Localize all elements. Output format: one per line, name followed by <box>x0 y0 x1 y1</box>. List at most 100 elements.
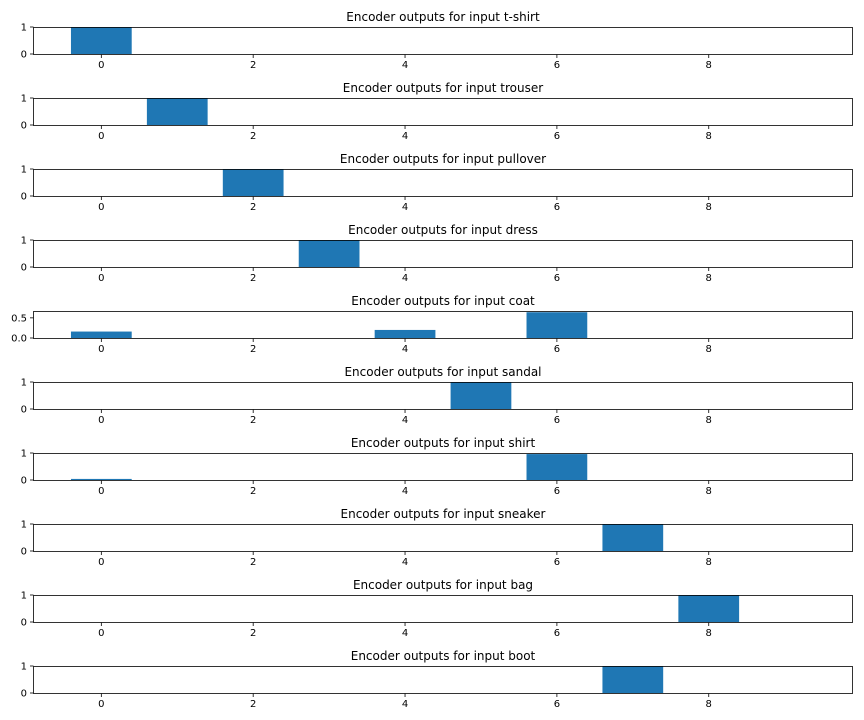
bar <box>374 329 436 338</box>
x-tick-label: 4 <box>402 415 408 426</box>
x-tick-label: 6 <box>554 131 560 142</box>
y-tick-label: 0 <box>21 50 27 61</box>
x-tick-label: 4 <box>402 344 408 355</box>
x-tick-label: 8 <box>706 557 712 568</box>
subplot-title: Encoder outputs for input t-shirt <box>346 10 540 24</box>
x-tick-label: 8 <box>706 486 712 497</box>
x-tick-label: 8 <box>706 60 712 71</box>
x-tick-label: 6 <box>554 699 560 710</box>
bar <box>146 98 208 125</box>
y-tick-label: 1 <box>21 94 27 105</box>
subplot-title: Encoder outputs for input coat <box>351 294 535 308</box>
x-tick-label: 6 <box>554 344 560 355</box>
subplot-3: Encoder outputs for input dress 0 2 4 6 8 0 1 <box>21 223 853 284</box>
x-tick-label: 6 <box>554 273 560 284</box>
axes-frame <box>33 98 853 126</box>
x-tick-label: 8 <box>706 131 712 142</box>
y-tick-label: 0 <box>21 192 27 203</box>
x-tick-label: 2 <box>250 344 256 355</box>
x-tick-label: 0 <box>98 486 104 497</box>
x-tick-label: 8 <box>706 628 712 639</box>
bar <box>298 240 360 267</box>
x-tick-label: 6 <box>554 557 560 568</box>
bar <box>70 331 132 338</box>
axes-frame <box>33 666 853 694</box>
bar <box>526 454 588 480</box>
subplot-title: Encoder outputs for input shirt <box>351 436 536 450</box>
x-tick-label: 6 <box>554 486 560 497</box>
bar <box>678 595 740 622</box>
x-tick-label: 4 <box>402 486 408 497</box>
x-tick-label: 0 <box>98 699 104 710</box>
subplot-title: Encoder outputs for input sneaker <box>341 507 546 521</box>
axes-frame <box>33 27 853 55</box>
bar <box>602 524 664 551</box>
y-tick-label: 1 <box>21 449 27 460</box>
subplot-6: Encoder outputs for input shirt 0 2 4 6 8 0 1 <box>21 436 853 497</box>
subplot-9: Encoder outputs for input boot 0 2 4 6 8 0 1 <box>21 649 853 710</box>
y-tick-label: 0 <box>21 689 27 700</box>
y-tick-label: 0 <box>21 618 27 629</box>
bar <box>70 27 132 54</box>
x-tick-label: 6 <box>554 60 560 71</box>
axes-frame <box>33 453 853 481</box>
x-tick-label: 0 <box>98 415 104 426</box>
x-tick-label: 2 <box>250 273 256 284</box>
subplot-2: Encoder outputs for input pullover 0 2 4 6 8 0… <box>21 152 853 213</box>
x-tick-label: 2 <box>250 60 256 71</box>
subplot-title: Encoder outputs for input boot <box>351 649 536 663</box>
y-tick-label: 1 <box>21 662 27 673</box>
x-tick-label: 0 <box>98 60 104 71</box>
subplot-title: Encoder outputs for input pullover <box>340 152 546 166</box>
y-tick-label: 0.5 <box>11 313 27 324</box>
x-tick-label: 6 <box>554 415 560 426</box>
x-tick-label: 0 <box>98 131 104 142</box>
y-tick-label: 1 <box>21 236 27 247</box>
y-tick-label: 1 <box>21 165 27 176</box>
axes-frame <box>33 595 853 623</box>
x-tick-label: 6 <box>554 202 560 213</box>
y-tick-label: 1 <box>21 378 27 389</box>
bar <box>602 666 664 693</box>
subplot-5: Encoder outputs for input sandal 0 2 4 6 8 0 1 <box>21 365 853 426</box>
y-tick-label: 0 <box>21 476 27 487</box>
x-tick-label: 6 <box>554 628 560 639</box>
x-tick-label: 2 <box>250 628 256 639</box>
y-tick-label: 0 <box>21 405 27 416</box>
x-tick-label: 0 <box>98 557 104 568</box>
x-tick-label: 4 <box>402 273 408 284</box>
subplot-7: Encoder outputs for input sneaker 0 2 4 6 8 0 1 <box>21 507 853 568</box>
subplot-title: Encoder outputs for input trouser <box>343 81 543 95</box>
bar <box>222 169 284 196</box>
x-tick-label: 2 <box>250 699 256 710</box>
subplot-title: Encoder outputs for input sandal <box>344 365 541 379</box>
x-tick-label: 4 <box>402 131 408 142</box>
x-tick-label: 2 <box>250 557 256 568</box>
x-tick-label: 0 <box>98 273 104 284</box>
subplot-8: Encoder outputs for input bag 0 2 4 6 8 0 1 <box>21 578 853 639</box>
x-tick-label: 8 <box>706 202 712 213</box>
x-tick-label: 4 <box>402 60 408 71</box>
x-tick-label: 0 <box>98 344 104 355</box>
y-tick-label: 0.0 <box>11 334 27 345</box>
x-tick-label: 8 <box>706 273 712 284</box>
axes-frame <box>33 169 853 197</box>
x-tick-label: 2 <box>250 131 256 142</box>
bar <box>450 382 512 409</box>
axes-frame <box>33 382 853 410</box>
subplot-0: Encoder outputs for input t-shirt 0 2 4 6 8 0 1 <box>21 10 853 71</box>
subplot-1: Encoder outputs for input trouser 0 2 4 6 8 0 1 <box>21 81 853 142</box>
x-tick-label: 2 <box>250 415 256 426</box>
x-tick-label: 8 <box>706 699 712 710</box>
y-tick-label: 0 <box>21 121 27 132</box>
subplot-title: Encoder outputs for input bag <box>353 578 533 592</box>
y-tick-label: 0 <box>21 263 27 274</box>
x-tick-label: 0 <box>98 628 104 639</box>
x-tick-label: 2 <box>250 202 256 213</box>
y-tick-label: 1 <box>21 591 27 602</box>
y-tick-label: 0 <box>21 547 27 558</box>
x-tick-label: 4 <box>402 202 408 213</box>
y-tick-label: 1 <box>21 520 27 531</box>
y-tick-label: 1 <box>21 23 27 34</box>
axes-frame <box>33 524 853 552</box>
